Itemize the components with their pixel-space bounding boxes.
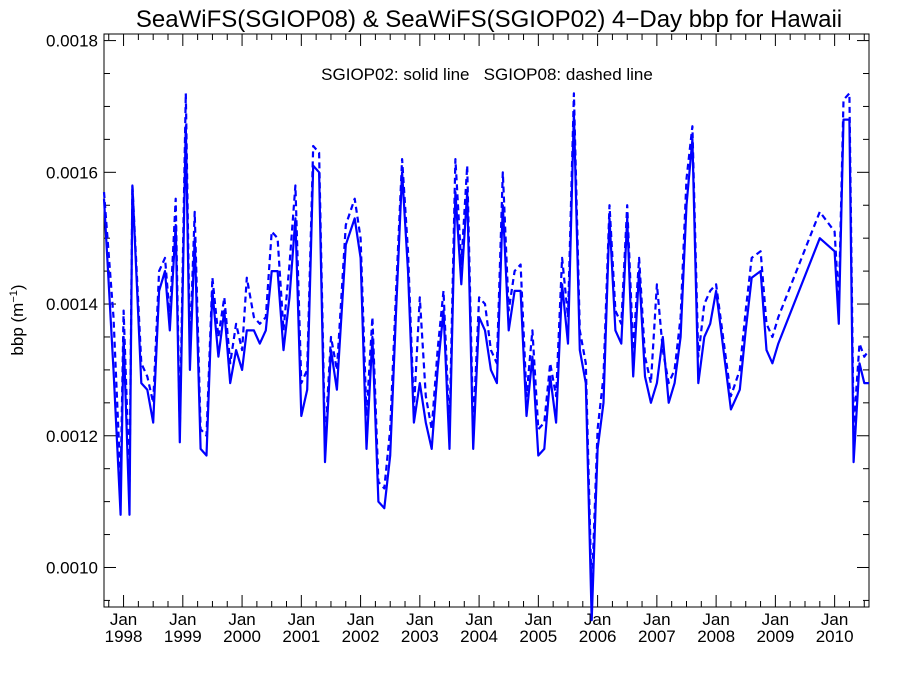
series-line-sgiop08 [102,92,870,595]
x-tick-year-label: 2002 [342,627,380,646]
x-tick-year-label: 2000 [223,627,261,646]
x-tick-year-label: 2007 [638,627,676,646]
chart-title: SeaWiFS(SGIOP08) & SeaWiFS(SGIOP02) 4−Da… [136,6,842,33]
y-tick-label: 0.0012 [46,427,98,446]
x-tick-year-label: 2010 [816,627,854,646]
x-tick-month-label: Jan [347,610,374,629]
x-axis: Jan1998Jan1999Jan2000Jan2001Jan2002Jan20… [105,34,865,646]
y-axis-label-base: bbp (m [8,303,27,356]
x-tick-year-label: 1999 [164,627,202,646]
y-tick-label: 0.0010 [46,558,98,577]
plot-frame [103,33,870,608]
x-tick-year-label: 2004 [460,627,498,646]
x-tick-month-label: Jan [228,610,255,629]
x-tick-year-label: 2001 [282,627,320,646]
x-tick-month-label: Jan [169,610,196,629]
x-tick-month-label: Jan [465,610,492,629]
x-tick-month-label: Jan [702,610,729,629]
x-tick-month-label: Jan [762,610,789,629]
x-tick-year-label: 2003 [401,627,439,646]
y-tick-label: 0.0018 [46,32,98,51]
series-line-sgiop02 [102,111,869,622]
line-style-annotation: SGIOP02: solid line SGIOP08: dashed line [321,65,653,84]
y-axis-label: bbp (m−1) [8,284,27,355]
x-tick-month-label: Jan [406,610,433,629]
plot-area-border [103,33,870,608]
x-tick-year-label: 2009 [756,627,794,646]
x-tick-month-label: Jan [525,610,552,629]
x-tick-month-label: Jan [288,610,315,629]
series-layer [102,92,870,622]
x-tick-year-label: 2005 [519,627,557,646]
x-tick-year-label: 2006 [579,627,617,646]
x-tick-year-label: 1998 [105,627,143,646]
x-tick-month-label: Jan [110,610,137,629]
y-tick-label: 0.0014 [46,295,98,314]
y-axis: 0.0010 0.0012 0.0014 0.0016 0.0018 [46,32,869,601]
x-tick-year-label: 2008 [697,627,735,646]
y-axis-label-close: ) [8,284,27,290]
y-axis-label-superscript: −1 [8,290,20,303]
x-tick-month-label: Jan [821,610,848,629]
x-tick-month-label: Jan [643,610,670,629]
y-tick-label: 0.0016 [46,163,98,182]
